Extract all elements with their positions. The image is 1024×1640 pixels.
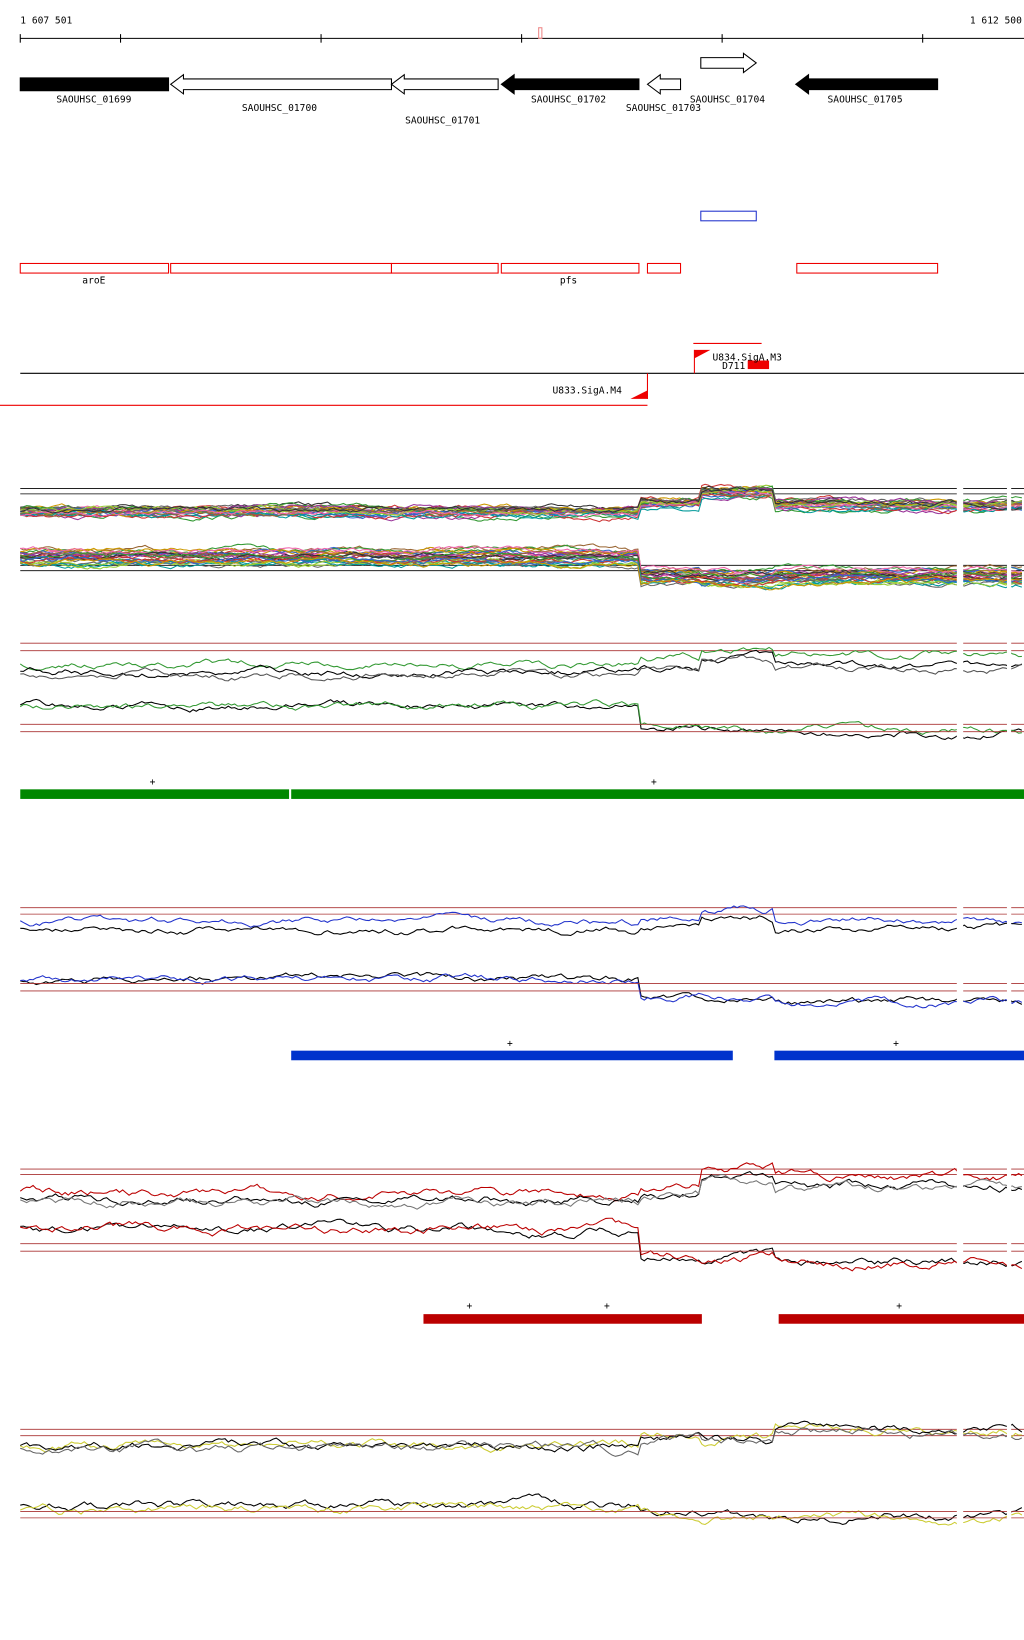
gene-arrow xyxy=(700,52,758,74)
profile-line xyxy=(20,1493,1023,1526)
gene-label: SAOUHSC_01702 xyxy=(531,94,606,105)
terminator xyxy=(747,360,770,370)
profile-line xyxy=(20,493,1022,523)
profile-line xyxy=(20,494,1022,521)
profile-line xyxy=(20,915,1022,937)
strand-mark: + xyxy=(604,1301,610,1312)
profile-line xyxy=(20,972,1023,1009)
region-bar xyxy=(778,1314,1024,1324)
gene-arrow xyxy=(794,73,939,95)
profile-line xyxy=(19,699,1022,735)
promoter-flag xyxy=(630,390,648,399)
gene-label: SAOUHSC_01703 xyxy=(626,103,701,114)
promoter-flag xyxy=(694,349,711,359)
region-bar xyxy=(774,1050,1024,1061)
profile-line xyxy=(20,1420,1023,1453)
operon-label: aroE xyxy=(82,276,105,287)
data-gap xyxy=(956,1157,964,1275)
profile-line xyxy=(20,1218,1023,1267)
ruler-start: 1 607 501 xyxy=(20,15,72,26)
strand-mark: + xyxy=(466,1301,472,1312)
profile-line xyxy=(20,548,1023,582)
promoter-label: D711 xyxy=(722,361,745,372)
gene-arrow xyxy=(19,77,170,92)
strand-mark: + xyxy=(896,1301,902,1312)
gene-label: SAOUHSC_01705 xyxy=(828,94,903,105)
profile-line xyxy=(20,1501,1023,1526)
promoter-label: U834.SigA.M3 xyxy=(713,353,783,364)
profile-line xyxy=(20,486,1022,514)
ruler-end: 1 612 500 xyxy=(970,15,1022,26)
gene-label: SAOUHSC_01701 xyxy=(405,116,480,127)
profile-line xyxy=(20,549,1022,581)
profile-line xyxy=(20,654,1023,682)
profile-line xyxy=(20,489,1022,518)
region-bar xyxy=(423,1314,702,1324)
profile-line xyxy=(20,545,1023,575)
operon-box xyxy=(170,262,392,274)
operon-box xyxy=(390,262,499,274)
profile-line xyxy=(20,490,1023,520)
profile-line xyxy=(20,1427,1023,1457)
gene-label: SAOUHSC_01700 xyxy=(242,103,317,114)
ruler-ticks xyxy=(19,34,924,43)
data-gap xyxy=(956,480,964,747)
operon-box xyxy=(646,262,682,274)
data-gap xyxy=(1006,901,1012,1019)
profile-line xyxy=(20,649,1023,679)
promoter-label: U833.SigA.M4 xyxy=(553,386,623,397)
profile-line xyxy=(19,646,1022,671)
strand-mark: + xyxy=(893,1038,899,1049)
gene-label: SAOUHSC_01699 xyxy=(56,94,131,105)
region-bar xyxy=(291,789,1024,799)
data-gap xyxy=(956,901,964,1019)
profile-line xyxy=(20,543,1022,575)
profile-line xyxy=(19,1162,1023,1202)
data-gap xyxy=(956,1418,964,1547)
strand-mark: + xyxy=(507,1038,513,1049)
operon-box xyxy=(19,262,170,274)
operon-label: pfs xyxy=(560,276,577,287)
gene-label: SAOUHSC_01704 xyxy=(690,94,765,105)
profile-line xyxy=(20,1173,1022,1210)
profile-line xyxy=(20,1217,1023,1272)
data-gap xyxy=(1006,480,1012,747)
profile-line xyxy=(20,557,1022,591)
strand-mark: + xyxy=(651,777,657,788)
profile-line xyxy=(20,971,1023,1005)
profile-line xyxy=(20,905,1022,928)
profile-line xyxy=(20,698,1023,740)
data-gap xyxy=(1006,1157,1012,1275)
ruler-marker xyxy=(538,27,543,39)
blue-feature xyxy=(700,210,757,222)
profile-line xyxy=(20,554,1022,587)
gene-arrow xyxy=(646,73,682,95)
gene-arrow xyxy=(390,73,499,95)
region-bar xyxy=(291,1050,733,1061)
strand-mark: + xyxy=(150,777,156,788)
operon-box xyxy=(500,262,640,274)
gene-arrow xyxy=(169,73,392,95)
operon-box xyxy=(796,262,939,274)
gene-arrow xyxy=(500,73,640,95)
data-gap xyxy=(1006,1418,1012,1547)
region-bar xyxy=(20,789,290,799)
profile-line xyxy=(20,1423,1022,1453)
